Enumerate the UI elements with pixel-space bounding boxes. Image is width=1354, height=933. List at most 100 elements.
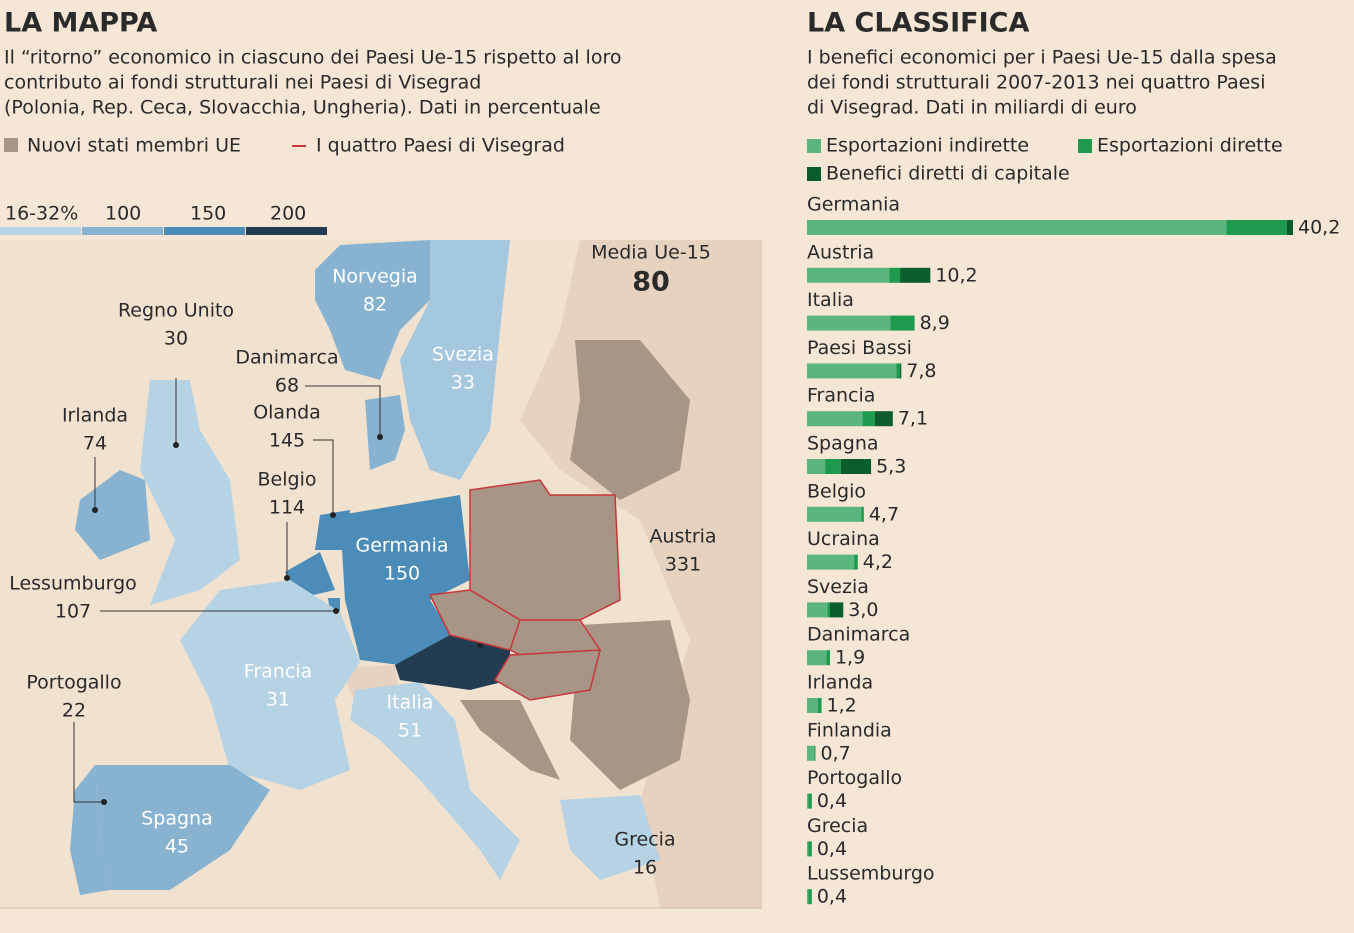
bar-segment (817, 698, 822, 713)
total-label: 4,2 (863, 551, 893, 573)
bar-segment (861, 506, 864, 522)
category-label: Ucraina (807, 528, 880, 550)
visegrad (428, 479, 621, 701)
bar-segment (807, 889, 809, 905)
category-label: Lussemburgo (807, 863, 935, 885)
total-label: 7,8 (906, 360, 936, 382)
countries (70, 240, 660, 895)
country-name: Germania (355, 535, 448, 557)
bar-segment (889, 267, 901, 283)
country-value: 45 (165, 836, 189, 858)
bar-segment (807, 793, 809, 809)
bar-segment (807, 745, 815, 761)
chart-title: LA CLASSIFICA (807, 8, 1029, 39)
country-name: Portogallo (26, 672, 121, 694)
country (340, 495, 470, 665)
total-label: 40,2 (1298, 217, 1340, 239)
legend-label: Nuovi stati membri UE (27, 135, 241, 157)
category-label: Paesi Bassi (807, 337, 912, 359)
bar-segment (807, 267, 890, 283)
category-label: Italia (807, 289, 854, 311)
scale-swatch (164, 227, 245, 235)
category-label: Germania (807, 194, 900, 216)
total-label: 0,4 (817, 790, 847, 812)
country (75, 470, 150, 560)
bar-segment (807, 363, 897, 379)
legend-swatch (4, 138, 18, 152)
bar-segment (807, 220, 1227, 235)
category-label: Danimarca (807, 624, 910, 646)
country-value: 30 (164, 328, 188, 350)
country (350, 682, 520, 880)
total-label: 1,2 (827, 695, 857, 717)
country-value: 33 (451, 372, 475, 394)
total-label: 1,9 (835, 647, 865, 669)
country-value: 331 (665, 554, 701, 576)
country-value: 74 (83, 433, 107, 455)
total-label: 10,2 (935, 264, 977, 286)
bar-segment (807, 698, 818, 713)
category-label: Spagna (807, 433, 879, 455)
country-name: Belgio (258, 469, 317, 491)
leader-dot (101, 799, 107, 805)
leader-line (305, 385, 381, 437)
bar-segment (807, 554, 855, 570)
scale-swatch (82, 227, 163, 235)
leader-dot (333, 608, 339, 614)
category-label: Irlanda (807, 672, 873, 694)
leader-line (313, 439, 334, 515)
bar-segment (840, 459, 872, 474)
total-label: 4,7 (869, 503, 899, 525)
chart-subtitle: I benefici economici per i Paesi Ue-15 d… (807, 47, 1277, 69)
category-label: Belgio (807, 480, 866, 502)
bar-segment (808, 841, 812, 857)
country (560, 795, 660, 880)
average-value: 80 (632, 267, 670, 298)
country-name: Svezia (432, 344, 494, 366)
country-value: 16 (633, 857, 657, 879)
leader-line (73, 722, 104, 803)
map-subtitle: contributo ai fondi strutturali nei Paes… (4, 72, 481, 94)
chart-subtitle: dei fondi strutturali 2007-2013 nei quat… (807, 72, 1265, 94)
new-member (570, 620, 690, 790)
bar-segment (807, 841, 809, 857)
category-label: Svezia (807, 576, 869, 598)
bar-segment (808, 793, 812, 809)
scale-swatch (246, 227, 327, 235)
country-name: Irlanda (62, 405, 128, 427)
bar-segment (896, 363, 901, 379)
bar-segment (827, 602, 830, 618)
bar-segment (808, 889, 812, 905)
leader-dot (92, 507, 98, 513)
leader-dot (284, 575, 290, 581)
country-value: 114 (269, 497, 305, 519)
category-label: Grecia (807, 815, 868, 837)
total-label: 7,1 (898, 408, 928, 430)
total-label: 0,4 (817, 838, 847, 860)
scale-label: 16-32% (5, 203, 78, 225)
legend-swatch (1078, 139, 1092, 153)
country-name: Italia (387, 692, 434, 714)
country-value: 150 (384, 563, 420, 585)
country-name: Francia (244, 661, 312, 683)
bar-segment (900, 363, 902, 379)
legend-label: Esportazioni indirette (826, 135, 1029, 157)
category-label: Finlandia (807, 719, 892, 741)
country (70, 765, 110, 895)
total-label: 3,0 (848, 599, 878, 621)
total-label: 0,7 (820, 742, 850, 764)
total-label: 5,3 (876, 456, 906, 478)
map-title: LA MAPPA (4, 8, 157, 39)
bar-segment (900, 267, 931, 283)
bar-segment (1226, 220, 1287, 235)
bar-segment (807, 315, 891, 331)
country-value: 145 (269, 430, 305, 452)
bar-segment (807, 602, 828, 618)
bar-segment (862, 411, 875, 427)
map-subtitle: Il “ritorno” economico in ciascuno dei P… (4, 47, 621, 69)
scale-label: 100 (105, 203, 141, 225)
country-value: 51 (398, 720, 422, 742)
country-name: Spagna (141, 808, 213, 830)
leader-dot (173, 442, 179, 448)
